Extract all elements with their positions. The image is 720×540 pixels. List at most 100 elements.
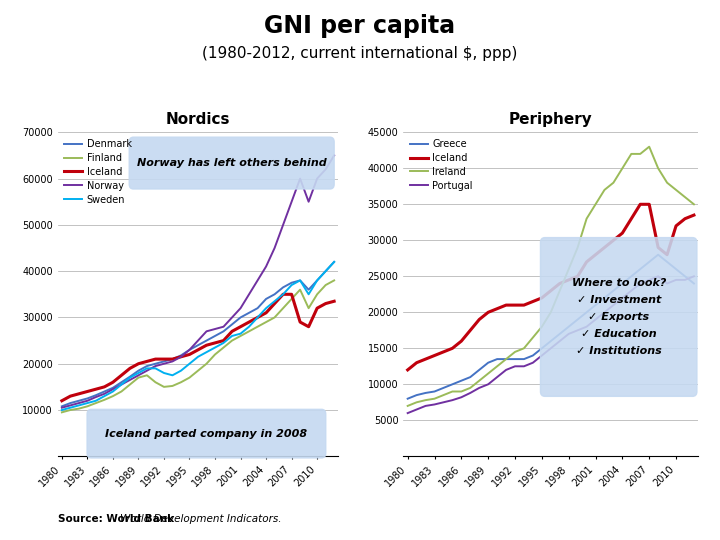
Greece bbox=[466, 374, 474, 380]
Norway bbox=[151, 363, 160, 369]
Denmark bbox=[58, 403, 66, 409]
Norway bbox=[75, 400, 84, 406]
Ireland bbox=[582, 215, 591, 222]
Iceland bbox=[168, 356, 177, 362]
Finland bbox=[194, 367, 202, 374]
Norway bbox=[287, 199, 296, 205]
Iceland bbox=[143, 358, 151, 365]
Finland bbox=[236, 333, 245, 339]
Iceland bbox=[151, 356, 160, 362]
Norway bbox=[160, 361, 168, 367]
Denmark bbox=[262, 296, 271, 302]
Iceland bbox=[645, 201, 654, 207]
Finland bbox=[125, 381, 134, 388]
Greece bbox=[663, 259, 672, 265]
Greece bbox=[528, 352, 537, 359]
Denmark bbox=[279, 284, 287, 291]
Sweden bbox=[321, 268, 330, 274]
Greece bbox=[627, 273, 636, 280]
FancyBboxPatch shape bbox=[541, 238, 697, 396]
Sweden bbox=[253, 314, 262, 321]
Sweden bbox=[143, 365, 151, 372]
Norway bbox=[321, 166, 330, 173]
Sweden bbox=[109, 388, 117, 395]
Iceland bbox=[582, 259, 591, 265]
Ireland bbox=[680, 194, 689, 200]
Norway bbox=[228, 314, 236, 321]
Sweden bbox=[228, 333, 236, 339]
Sweden bbox=[160, 370, 168, 376]
Sweden bbox=[270, 298, 279, 305]
Greece bbox=[609, 287, 618, 294]
Denmark bbox=[143, 363, 151, 369]
Ireland bbox=[510, 349, 519, 355]
Finland bbox=[91, 400, 100, 406]
Sweden bbox=[305, 291, 313, 298]
Iceland bbox=[117, 372, 126, 379]
Portugal bbox=[520, 363, 528, 369]
Iceland bbox=[538, 295, 546, 301]
Greece bbox=[538, 345, 546, 352]
Finland bbox=[202, 361, 211, 367]
Greece bbox=[645, 259, 654, 265]
Finland bbox=[100, 396, 109, 403]
Portugal bbox=[538, 352, 546, 359]
Sweden bbox=[91, 397, 100, 404]
Portugal bbox=[430, 401, 438, 408]
Norway bbox=[125, 377, 134, 383]
Finland bbox=[151, 379, 160, 386]
Finland bbox=[305, 305, 313, 312]
Finland bbox=[66, 407, 75, 413]
Iceland bbox=[475, 316, 484, 323]
Iceland bbox=[134, 361, 143, 367]
Finland bbox=[109, 393, 117, 400]
Norway bbox=[134, 372, 143, 379]
Norway bbox=[253, 277, 262, 284]
Iceland bbox=[663, 252, 672, 258]
Sweden bbox=[262, 305, 271, 312]
Ireland bbox=[413, 399, 421, 406]
Line: Finland: Finland bbox=[62, 280, 334, 413]
Finland bbox=[296, 286, 305, 293]
Iceland bbox=[125, 365, 134, 372]
Iceland bbox=[618, 230, 626, 237]
Ireland bbox=[538, 323, 546, 330]
Portugal bbox=[475, 384, 484, 391]
Finland bbox=[185, 374, 194, 381]
Iceland bbox=[564, 276, 573, 283]
Iceland bbox=[439, 349, 448, 355]
Ireland bbox=[591, 201, 600, 207]
Norway bbox=[312, 176, 321, 182]
Line: Denmark: Denmark bbox=[62, 262, 334, 406]
Finland bbox=[253, 323, 262, 330]
Denmark bbox=[296, 277, 305, 284]
Iceland bbox=[58, 397, 66, 404]
Greece bbox=[546, 338, 555, 345]
Iceland bbox=[83, 388, 91, 395]
Finland bbox=[58, 409, 66, 416]
Iceland bbox=[109, 379, 117, 386]
Portugal bbox=[654, 273, 662, 280]
Ireland bbox=[672, 187, 680, 193]
Portugal bbox=[492, 374, 501, 380]
Denmark bbox=[151, 361, 160, 367]
Norway bbox=[270, 245, 279, 251]
Portugal bbox=[421, 403, 430, 409]
Portugal bbox=[564, 330, 573, 337]
Greece bbox=[475, 367, 484, 373]
Norway bbox=[211, 326, 220, 332]
Sweden bbox=[100, 393, 109, 400]
Finland bbox=[143, 372, 151, 379]
Finland bbox=[321, 282, 330, 288]
Norway bbox=[117, 381, 126, 388]
Ireland bbox=[439, 392, 448, 399]
Portugal bbox=[663, 280, 672, 287]
Iceland bbox=[591, 252, 600, 258]
Sweden bbox=[176, 367, 185, 374]
Iceland bbox=[609, 237, 618, 244]
Denmark bbox=[125, 374, 134, 380]
Portugal bbox=[591, 316, 600, 323]
Greece bbox=[591, 302, 600, 308]
Denmark bbox=[312, 277, 321, 284]
Sweden bbox=[211, 345, 220, 351]
